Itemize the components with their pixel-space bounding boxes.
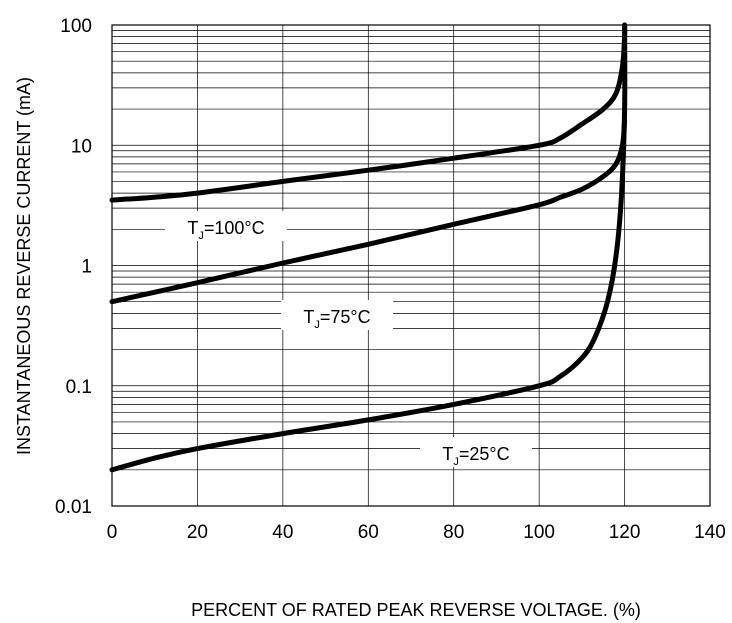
y-tick-label: 1 — [81, 257, 92, 278]
y-tick-label: 0.1 — [66, 377, 92, 398]
x-tick-label: 100 — [523, 522, 555, 543]
x-tick-label: 20 — [187, 522, 208, 543]
x-tick-label: 140 — [694, 522, 726, 543]
grid — [112, 25, 710, 506]
x-tick-label: 40 — [272, 522, 293, 543]
y-tick-label: 0.01 — [55, 497, 92, 518]
x-tick-label: 120 — [609, 522, 641, 543]
y-tick-label: 100 — [60, 16, 92, 37]
x-tick-label: 0 — [107, 522, 118, 543]
y-tick-label: 10 — [71, 136, 92, 157]
x-tick-label: 60 — [358, 522, 379, 543]
y-axis-title: INSTANTANEOUS REVERSE CURRENT (mA) — [14, 77, 34, 455]
x-axis-title: PERCENT OF RATED PEAK REVERSE VOLTAGE. (… — [191, 600, 641, 620]
x-tick-label: 80 — [443, 522, 464, 543]
